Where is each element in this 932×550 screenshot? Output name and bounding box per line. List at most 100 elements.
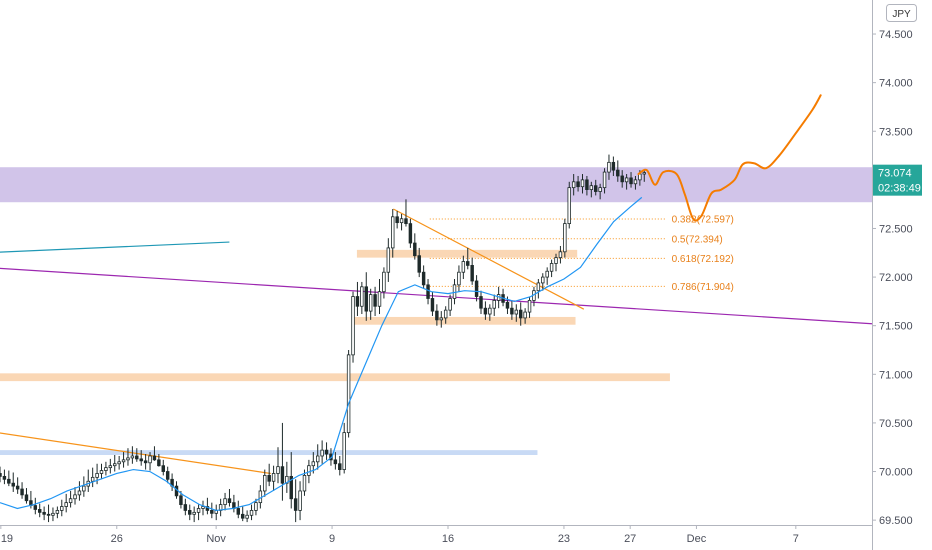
- candle[interactable]: [470, 257, 474, 285]
- candle[interactable]: [157, 454, 161, 467]
- candle[interactable]: [37, 503, 42, 518]
- candle[interactable]: [549, 259, 554, 278]
- candle[interactable]: [616, 160, 620, 182]
- candle[interactable]: [183, 498, 188, 516]
- candle[interactable]: [333, 452, 338, 470]
- candle[interactable]: [448, 294, 452, 316]
- candle[interactable]: [135, 448, 139, 462]
- candle[interactable]: [324, 442, 329, 460]
- candle[interactable]: [571, 174, 576, 196]
- candle[interactable]: [152, 446, 157, 461]
- candle[interactable]: [399, 213, 404, 231]
- candle[interactable]: [205, 497, 210, 515]
- candle[interactable]: [201, 500, 205, 516]
- candle[interactable]: [607, 154, 611, 180]
- candle[interactable]: [523, 308, 527, 324]
- candle[interactable]: [439, 311, 444, 328]
- candle[interactable]: [51, 507, 55, 522]
- candle[interactable]: [430, 291, 435, 316]
- candle[interactable]: [580, 174, 585, 194]
- candle[interactable]: [99, 463, 104, 480]
- candle[interactable]: [42, 506, 46, 521]
- candle[interactable]: [602, 168, 607, 194]
- candle[interactable]: [46, 504, 51, 523]
- price-axis-background[interactable]: [872, 0, 932, 550]
- candle[interactable]: [263, 469, 267, 497]
- candle[interactable]: [55, 506, 60, 519]
- candle[interactable]: [624, 174, 629, 190]
- candle[interactable]: [113, 455, 117, 472]
- candle[interactable]: [210, 502, 214, 519]
- candle[interactable]: [223, 492, 227, 511]
- candle[interactable]: [64, 493, 68, 513]
- candle[interactable]: [417, 247, 421, 278]
- candle[interactable]: [254, 498, 258, 516]
- candle[interactable]: [196, 504, 201, 521]
- candle[interactable]: [360, 281, 364, 315]
- candle[interactable]: [368, 288, 373, 320]
- zone-blue-4[interactable]: [0, 450, 538, 455]
- candle[interactable]: [73, 487, 77, 505]
- candle[interactable]: [545, 267, 549, 285]
- candle[interactable]: [227, 489, 232, 507]
- zone-orange-3[interactable]: [0, 373, 670, 382]
- moving-average-line[interactable]: [331, 196, 643, 458]
- candle[interactable]: [249, 504, 254, 521]
- candle[interactable]: [20, 482, 24, 499]
- candle[interactable]: [280, 422, 285, 501]
- candle[interactable]: [466, 247, 470, 270]
- candle[interactable]: [351, 291, 355, 363]
- candle[interactable]: [435, 304, 439, 326]
- candle[interactable]: [620, 170, 624, 188]
- candle[interactable]: [576, 175, 580, 192]
- candle[interactable]: [355, 281, 360, 316]
- candle[interactable]: [60, 499, 64, 517]
- candle[interactable]: [421, 265, 426, 289]
- candle[interactable]: [452, 279, 457, 305]
- time-axis-background[interactable]: [0, 525, 872, 550]
- candle[interactable]: [364, 272, 368, 321]
- zone-orange-2[interactable]: [353, 316, 576, 325]
- candle[interactable]: [594, 179, 598, 196]
- candle[interactable]: [408, 218, 413, 248]
- candle[interactable]: [192, 506, 196, 523]
- trend-line-teal-0[interactable]: [0, 241, 230, 253]
- candle[interactable]: [258, 485, 263, 509]
- candle[interactable]: [126, 448, 130, 466]
- candle[interactable]: [271, 465, 276, 491]
- currency-button[interactable]: JPY: [886, 4, 917, 22]
- candle[interactable]: [483, 301, 488, 320]
- candle[interactable]: [82, 476, 86, 497]
- candle[interactable]: [267, 463, 271, 487]
- candle[interactable]: [90, 467, 95, 488]
- candle[interactable]: [457, 265, 461, 292]
- candle[interactable]: [285, 461, 289, 493]
- candle[interactable]: [276, 447, 280, 484]
- candle[interactable]: [245, 510, 249, 523]
- candle[interactable]: [514, 304, 519, 322]
- candle[interactable]: [161, 459, 165, 476]
- candle[interactable]: [510, 300, 514, 320]
- candle[interactable]: [170, 473, 174, 491]
- trend-line-orange-3[interactable]: [393, 208, 585, 310]
- candle[interactable]: [148, 452, 152, 471]
- candle[interactable]: [386, 238, 391, 282]
- candle[interactable]: [346, 350, 351, 438]
- candle[interactable]: [633, 175, 638, 190]
- candle[interactable]: [541, 273, 545, 291]
- candle[interactable]: [532, 286, 536, 307]
- candle[interactable]: [130, 446, 135, 464]
- candle[interactable]: [567, 181, 571, 229]
- candle[interactable]: [461, 255, 466, 280]
- candle[interactable]: [165, 466, 170, 484]
- candle[interactable]: [404, 199, 408, 227]
- candle[interactable]: [342, 422, 346, 474]
- candle[interactable]: [382, 267, 386, 299]
- candle[interactable]: [536, 279, 541, 299]
- candle[interactable]: [33, 497, 38, 515]
- candle[interactable]: [24, 488, 29, 504]
- candle[interactable]: [629, 172, 633, 188]
- candle[interactable]: [443, 306, 448, 324]
- candle[interactable]: [214, 504, 218, 521]
